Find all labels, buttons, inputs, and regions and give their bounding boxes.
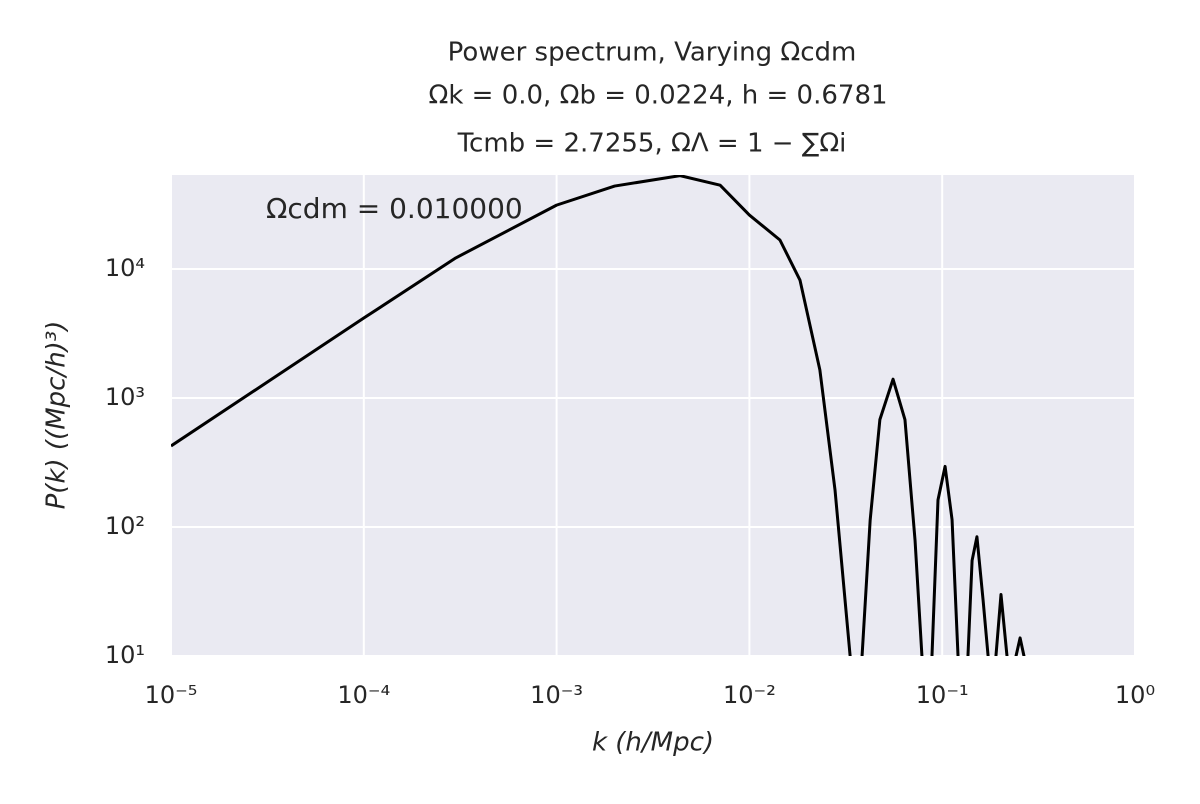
x-tick-label: 10⁰ — [1115, 681, 1155, 709]
data-line — [171, 175, 1026, 656]
title-line: Ωk = 0.0, Ωb = 0.0224, h = 0.6781 — [428, 81, 887, 111]
y-tick-label: 10⁴ — [105, 254, 145, 282]
y-axis-label: P(k) ((Mpc/h)³) — [42, 321, 72, 510]
x-tick-label: 10⁻¹ — [916, 681, 969, 709]
x-axis-label: k (h/Mpc) — [592, 728, 714, 758]
y-tick-label: 10² — [105, 512, 145, 540]
x-tick-label: 10⁻⁴ — [337, 681, 390, 709]
x-tick-label: 10⁻² — [723, 681, 776, 709]
x-tick-label: 10⁻³ — [530, 681, 583, 709]
title-line: Power spectrum, Varying Ωcdm — [448, 38, 857, 68]
title-line: Tcmb = 2.7255, ΩΛ = 1 − ∑Ωi — [457, 129, 847, 159]
y-tick-label: 10¹ — [105, 641, 145, 669]
x-tick-label: 10⁻⁵ — [145, 681, 198, 709]
y-tick-label: 10³ — [105, 383, 145, 411]
annotation: Ωcdm = 0.010000 — [266, 192, 523, 225]
plot-area — [171, 175, 1135, 656]
